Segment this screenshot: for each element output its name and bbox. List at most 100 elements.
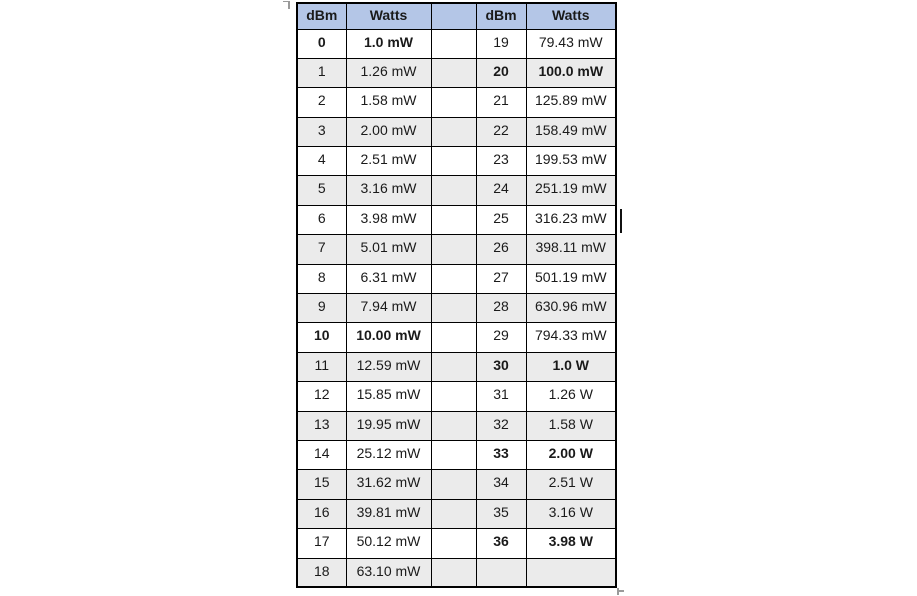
cell-spacer[interactable]	[430, 28, 477, 59]
cell-watts-right[interactable]	[525, 557, 617, 588]
cell-watts-left[interactable]: 2.51 mW	[345, 146, 432, 177]
cell-spacer[interactable]	[430, 263, 477, 295]
cell-watts-left[interactable]: 10.00 mW	[345, 322, 432, 353]
cell-spacer[interactable]	[430, 322, 477, 353]
cell-watts-left[interactable]: 5.01 mW	[345, 234, 432, 265]
cell-dbm-right[interactable]: 25	[475, 204, 527, 236]
cell-watts-left[interactable]: 1.0 mW	[345, 28, 432, 59]
cell-dbm-right[interactable]: 32	[475, 410, 527, 441]
cell-dbm-left[interactable]: 10	[296, 322, 347, 353]
cell-dbm-right[interactable]: 23	[475, 146, 527, 177]
cell-dbm-left[interactable]: 3	[296, 116, 347, 148]
cell-dbm-left[interactable]: 2	[296, 87, 347, 118]
cell-dbm-left[interactable]: 13	[296, 410, 347, 441]
cell-spacer[interactable]	[430, 410, 477, 441]
cell-watts-right[interactable]: 158.49 mW	[525, 116, 617, 148]
cell-dbm-right[interactable]: 20	[475, 57, 527, 89]
cell-dbm-right[interactable]: 21	[475, 87, 527, 118]
cell-dbm-right[interactable]: 22	[475, 116, 527, 148]
cell-dbm-left[interactable]: 1	[296, 57, 347, 89]
cell-dbm-left[interactable]: 8	[296, 263, 347, 295]
cell-watts-right[interactable]: 1.26 W	[525, 381, 617, 412]
cell-dbm-left[interactable]: 9	[296, 293, 347, 324]
cell-dbm-left[interactable]: 14	[296, 439, 347, 471]
cell-watts-right[interactable]: 199.53 mW	[525, 146, 617, 177]
cell-watts-right[interactable]: 630.96 mW	[525, 293, 617, 324]
cell-watts-left[interactable]: 50.12 mW	[345, 528, 432, 559]
table-resize-handle-icon[interactable]	[616, 588, 624, 596]
cell-dbm-right[interactable]: 26	[475, 234, 527, 265]
cell-dbm-right[interactable]	[475, 557, 527, 588]
cell-dbm-left[interactable]: 11	[296, 351, 347, 383]
cell-watts-right[interactable]: 3.16 W	[525, 498, 617, 530]
cell-watts-left[interactable]: 1.26 mW	[345, 57, 432, 89]
cell-spacer[interactable]	[430, 381, 477, 412]
cell-spacer[interactable]	[430, 204, 477, 236]
cell-watts-right[interactable]: 316.23 mW	[525, 204, 617, 236]
header-spacer[interactable]	[430, 2, 477, 30]
cell-watts-right[interactable]: 125.89 mW	[525, 87, 617, 118]
cell-dbm-left[interactable]: 4	[296, 146, 347, 177]
cell-spacer[interactable]	[430, 87, 477, 118]
cell-dbm-left[interactable]: 6	[296, 204, 347, 236]
cell-dbm-left[interactable]: 17	[296, 528, 347, 559]
cell-dbm-left[interactable]: 16	[296, 498, 347, 530]
cell-spacer[interactable]	[430, 439, 477, 471]
cell-spacer[interactable]	[430, 234, 477, 265]
cell-watts-left[interactable]: 3.98 mW	[345, 204, 432, 236]
cell-spacer[interactable]	[430, 469, 477, 500]
cell-dbm-left[interactable]: 18	[296, 557, 347, 588]
cell-watts-left[interactable]: 12.59 mW	[345, 351, 432, 383]
cell-dbm-left[interactable]: 15	[296, 469, 347, 500]
cell-watts-left[interactable]: 63.10 mW	[345, 557, 432, 588]
cell-dbm-left[interactable]: 5	[296, 175, 347, 206]
cell-watts-right[interactable]: 398.11 mW	[525, 234, 617, 265]
cell-dbm-right[interactable]: 30	[475, 351, 527, 383]
cell-watts-right[interactable]: 794.33 mW	[525, 322, 617, 353]
cell-spacer[interactable]	[430, 293, 477, 324]
cell-dbm-right[interactable]: 36	[475, 528, 527, 559]
cell-spacer[interactable]	[430, 498, 477, 530]
cell-dbm-right[interactable]: 24	[475, 175, 527, 206]
cell-spacer[interactable]	[430, 351, 477, 383]
cell-watts-left[interactable]: 1.58 mW	[345, 87, 432, 118]
cell-spacer[interactable]	[430, 175, 477, 206]
cell-dbm-right[interactable]: 27	[475, 263, 527, 295]
cell-dbm-right[interactable]: 33	[475, 439, 527, 471]
cell-watts-right[interactable]: 2.00 W	[525, 439, 617, 471]
cell-watts-left[interactable]: 7.94 mW	[345, 293, 432, 324]
cell-spacer[interactable]	[430, 116, 477, 148]
cell-watts-right[interactable]: 2.51 W	[525, 469, 617, 500]
cell-watts-right[interactable]: 251.19 mW	[525, 175, 617, 206]
cell-dbm-left[interactable]: 0	[296, 28, 347, 59]
cell-watts-left[interactable]: 2.00 mW	[345, 116, 432, 148]
cell-watts-left[interactable]: 6.31 mW	[345, 263, 432, 295]
cell-spacer[interactable]	[430, 57, 477, 89]
cell-dbm-right[interactable]: 28	[475, 293, 527, 324]
cell-watts-right[interactable]: 1.0 W	[525, 351, 617, 383]
cell-spacer[interactable]	[430, 528, 477, 559]
cell-dbm-left[interactable]: 7	[296, 234, 347, 265]
cell-watts-right[interactable]: 79.43 mW	[525, 28, 617, 59]
cell-dbm-right[interactable]: 31	[475, 381, 527, 412]
cell-watts-left[interactable]: 3.16 mW	[345, 175, 432, 206]
cell-dbm-left[interactable]: 12	[296, 381, 347, 412]
cell-dbm-right[interactable]: 34	[475, 469, 527, 500]
cell-watts-left[interactable]: 15.85 mW	[345, 381, 432, 412]
cell-watts-left[interactable]: 19.95 mW	[345, 410, 432, 441]
header-dbm-right[interactable]: dBm	[475, 2, 527, 30]
cell-watts-left[interactable]: 31.62 mW	[345, 469, 432, 500]
cell-watts-left[interactable]: 39.81 mW	[345, 498, 432, 530]
header-watts-right[interactable]: Watts	[525, 2, 617, 30]
cell-watts-right[interactable]: 501.19 mW	[525, 263, 617, 295]
cell-dbm-right[interactable]: 29	[475, 322, 527, 353]
cell-spacer[interactable]	[430, 557, 477, 588]
cell-watts-right[interactable]: 100.0 mW	[525, 57, 617, 89]
cell-dbm-right[interactable]: 19	[475, 28, 527, 59]
header-dbm-left[interactable]: dBm	[296, 2, 347, 30]
cell-spacer[interactable]	[430, 146, 477, 177]
cell-watts-right[interactable]: 3.98 W	[525, 528, 617, 559]
cell-dbm-right[interactable]: 35	[475, 498, 527, 530]
cell-watts-right[interactable]: 1.58 W	[525, 410, 617, 441]
cell-watts-left[interactable]: 25.12 mW	[345, 439, 432, 471]
